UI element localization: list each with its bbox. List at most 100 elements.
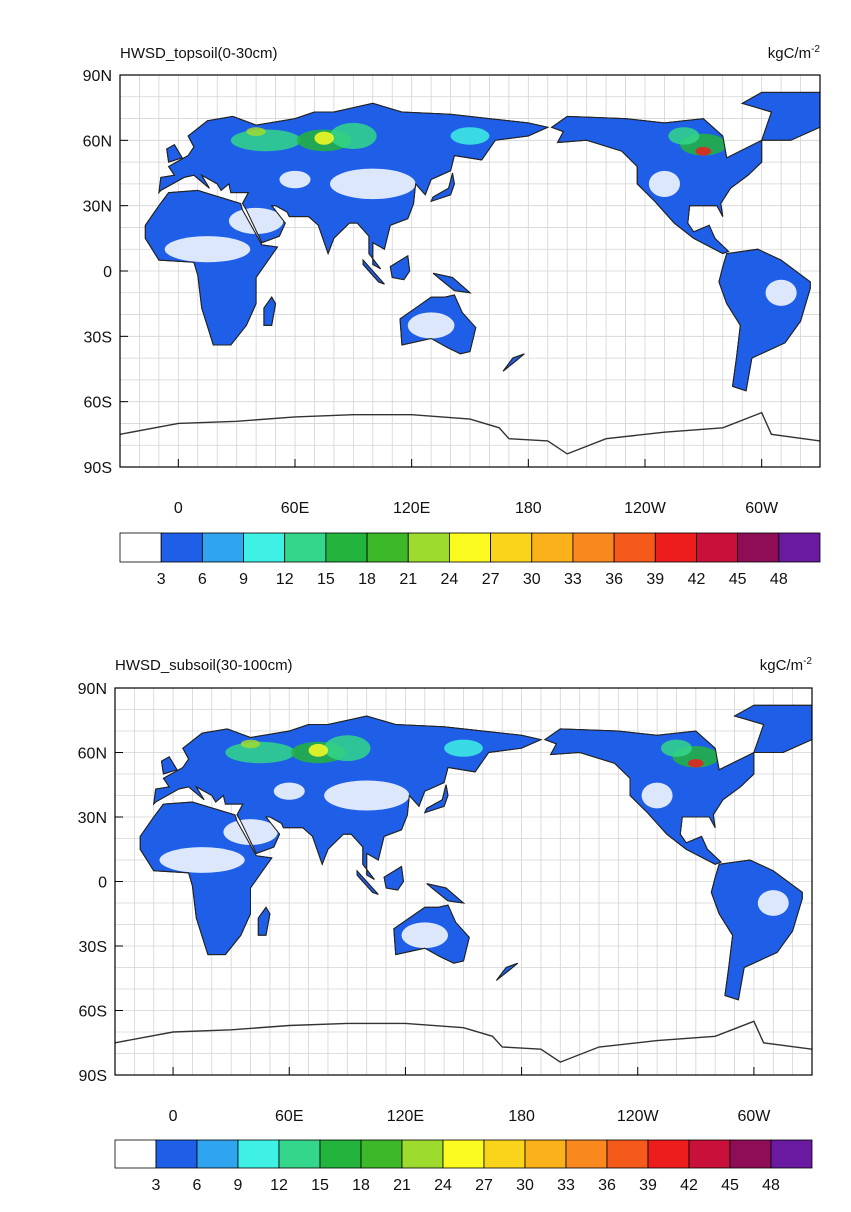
panel-title: HWSD_topsoil(0-30cm): [120, 45, 278, 62]
soil-patch: [660, 739, 692, 757]
unit-base: kgC/m: [760, 657, 803, 674]
colorbar-box: [524, 1139, 567, 1169]
soil-patch: [240, 739, 261, 749]
soil-patch: [164, 236, 251, 263]
lon-tick-label: 0: [169, 1108, 178, 1125]
colorbar-label: 12: [270, 1177, 288, 1194]
lon-tick-label: 0: [174, 500, 183, 517]
map: [115, 704, 812, 1063]
coastline: [432, 272, 472, 294]
colorbar-label: 6: [198, 571, 207, 588]
soil-patch: [279, 170, 311, 189]
colorbar-box: [278, 1139, 321, 1169]
lon-tick-label: 180: [508, 1108, 535, 1125]
map-panel: HWSD_topsoil(0-30cm) kgC/m-2 90N 60N 30N 0 30S…: [83, 44, 821, 588]
colorbar-box: [325, 532, 368, 563]
antarctica-coast: [115, 1020, 812, 1063]
soil-patch: [228, 207, 284, 234]
coastline: [496, 962, 519, 981]
unit-base: kgC/m: [768, 45, 811, 62]
lon-tick-label: 120W: [624, 500, 667, 517]
colorbar-box: [155, 1139, 198, 1169]
soil-patches: [159, 735, 789, 949]
coastline: [160, 756, 178, 775]
coastline: [383, 865, 405, 891]
lon-tick-label: 120E: [393, 500, 430, 517]
lat-tick-label: 30S: [79, 939, 107, 956]
colorbar-label: 48: [770, 571, 788, 588]
coastline: [257, 906, 271, 936]
unit-exponent: -2: [811, 44, 820, 55]
colorbar-box: [688, 1139, 731, 1169]
colorbar-label: 27: [482, 571, 500, 588]
colorbar-label: 9: [239, 571, 248, 588]
colorbar-box: [114, 1139, 157, 1169]
coastline: [733, 704, 812, 753]
coastline: [263, 296, 277, 326]
colorbar-box: [196, 1139, 239, 1169]
lat-tick-label: 90S: [79, 1068, 107, 1085]
soil-patch: [324, 735, 371, 762]
coastline: [153, 715, 543, 880]
soil-patch: [308, 743, 328, 757]
lon-tick-label: 60W: [737, 1108, 771, 1125]
coastline: [543, 728, 755, 865]
soil-patch: [330, 122, 377, 150]
coastline: [399, 294, 477, 355]
colorbar-box: [654, 532, 697, 563]
coastline: [139, 801, 273, 956]
lat-tick-label: 60S: [79, 1004, 107, 1021]
colorbar-label: 42: [688, 571, 706, 588]
lon-tick-label: 180: [515, 500, 542, 517]
colorbar-label: 24: [441, 571, 459, 588]
colorbar-label: 18: [352, 1177, 370, 1194]
soil-patch: [688, 758, 704, 768]
soil-patch: [641, 782, 673, 809]
coastline: [362, 258, 385, 285]
colorbar-box: [565, 1139, 608, 1169]
coastline: [718, 248, 811, 392]
soil-patch: [450, 127, 490, 145]
coastline: [158, 102, 550, 270]
soil-patch: [401, 922, 449, 949]
soil-patch: [225, 741, 296, 764]
soil-patch: [159, 847, 245, 873]
coastline: [550, 115, 763, 255]
lon-tick-label: 120E: [387, 1108, 424, 1125]
soil-patch: [246, 127, 266, 136]
colorbar-box: [243, 532, 286, 563]
colorbar-box: [119, 532, 162, 563]
colorbar-box: [366, 532, 409, 563]
colorbar-label: 6: [193, 1177, 202, 1194]
colorbar-label: 48: [762, 1177, 780, 1194]
colorbar-label: 36: [605, 571, 623, 588]
soil-patch: [223, 819, 278, 845]
lat-tick-label: 30N: [78, 810, 107, 827]
land: [740, 91, 820, 141]
colorbar-label: 9: [234, 1177, 243, 1194]
colorbar-box: [778, 532, 821, 563]
colorbar-label: 21: [399, 571, 417, 588]
lon-tick-label: 60W: [745, 500, 779, 517]
map-panel: HWSD_subsoil(30-100cm) kgC/m-2 90N 60N 30N 0 3…: [78, 656, 813, 1194]
colorbar-box: [572, 532, 615, 563]
soil-patch: [273, 782, 305, 800]
soil-patch: [230, 129, 301, 152]
unit-exponent: -2: [803, 656, 812, 667]
colorbar-label: 36: [598, 1177, 616, 1194]
colorbar-label: 12: [276, 571, 294, 588]
lon-tick-label: 60E: [281, 500, 309, 517]
colorbar-label: 30: [516, 1177, 534, 1194]
colorbar-box: [319, 1139, 362, 1169]
lat-tick-label: 30S: [84, 329, 112, 346]
colorbar-label: 45: [729, 571, 747, 588]
colorbar-box: [483, 1139, 526, 1169]
coastline: [393, 904, 470, 964]
lat-tick-label: 30N: [83, 199, 112, 216]
colorbar-label: 30: [523, 571, 541, 588]
land: [718, 248, 811, 392]
coastline: [426, 883, 466, 904]
colorbar-label: 33: [557, 1177, 575, 1194]
colorbar-box: [407, 532, 450, 563]
colorbar-label: 24: [434, 1177, 452, 1194]
